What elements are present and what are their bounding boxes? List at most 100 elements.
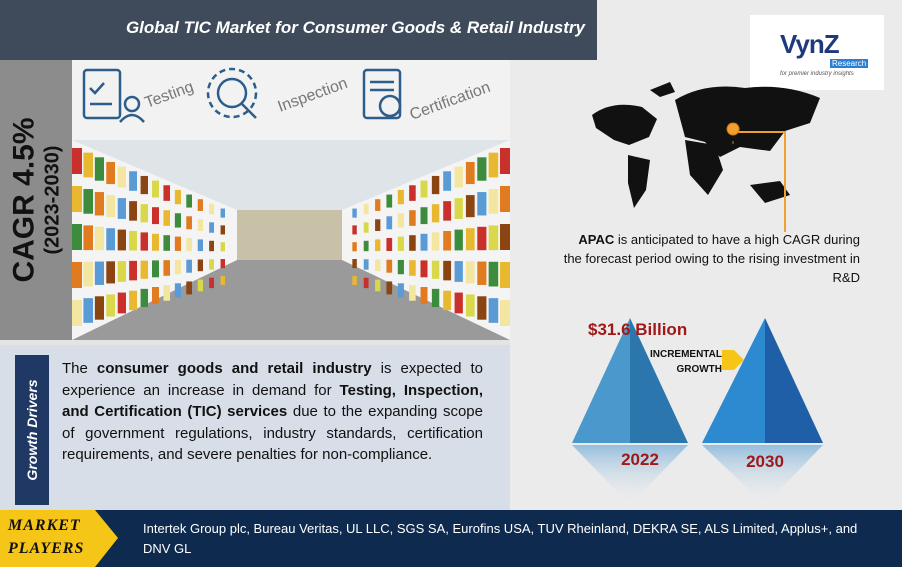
- product: [397, 283, 404, 298]
- product: [209, 259, 214, 270]
- product: [443, 201, 452, 221]
- product: [220, 225, 225, 235]
- product: [375, 279, 381, 292]
- floor: [72, 245, 510, 340]
- product: [129, 290, 137, 311]
- product: [152, 287, 159, 304]
- product: [106, 294, 115, 317]
- service-icons: [82, 67, 402, 123]
- product: [209, 277, 214, 289]
- product: [152, 260, 159, 278]
- growth-amount: $31.6 Billion: [588, 320, 688, 339]
- product: [140, 288, 148, 308]
- growth-label: INCREMENTAL GROWTH: [649, 349, 722, 375]
- product: [352, 259, 357, 269]
- text: is anticipated to have a high CAGR durin…: [563, 232, 860, 285]
- product: [129, 201, 137, 221]
- product: [352, 225, 357, 235]
- product: [454, 198, 463, 219]
- product: [197, 199, 203, 211]
- pyramid-2022: [630, 318, 688, 443]
- map-pin: [726, 122, 740, 144]
- product: [443, 231, 452, 251]
- product: [488, 189, 499, 214]
- product: [500, 186, 510, 212]
- product: [488, 298, 499, 323]
- world-map: [592, 82, 820, 208]
- growth-arrow: [722, 350, 744, 370]
- product: [420, 207, 428, 225]
- product: [477, 157, 487, 181]
- product: [94, 192, 104, 216]
- product: [152, 207, 159, 225]
- product: [152, 233, 159, 251]
- product: [420, 180, 428, 198]
- product: [83, 152, 93, 178]
- product: [117, 166, 126, 188]
- product: [397, 236, 404, 251]
- product: [83, 189, 93, 214]
- product: [431, 232, 440, 251]
- product: [431, 204, 440, 223]
- product: [431, 175, 440, 195]
- product: [386, 216, 393, 230]
- logo-brand: VynZ: [780, 29, 840, 59]
- product: [465, 195, 475, 218]
- product: [140, 260, 148, 279]
- product: [209, 222, 214, 233]
- product: [352, 242, 357, 252]
- product: [174, 259, 181, 275]
- product: [454, 166, 463, 188]
- product: [363, 277, 369, 289]
- product: [163, 185, 170, 201]
- product: [140, 204, 148, 223]
- year-end: 2030: [746, 452, 784, 471]
- title: Global TIC Market for Consumer Goods & R…: [125, 18, 585, 37]
- product: [106, 161, 115, 185]
- players-bar: [0, 510, 902, 567]
- product: [500, 262, 510, 288]
- product: [94, 226, 104, 251]
- product: [465, 228, 475, 251]
- right-graphics: [572, 82, 823, 505]
- product: [386, 238, 393, 251]
- product: [72, 262, 82, 288]
- product: [454, 229, 463, 251]
- product: [129, 231, 137, 251]
- services-row: Testing Inspection Certification: [72, 60, 510, 140]
- text-bold: consumer goods and retail industry: [96, 360, 372, 377]
- product: [397, 189, 404, 205]
- product: [220, 242, 225, 252]
- product: [386, 194, 393, 208]
- product: [500, 148, 510, 174]
- product: [363, 222, 369, 233]
- product: [363, 240, 369, 252]
- cagr-period: (2023-2030): [41, 145, 64, 255]
- product: [174, 213, 181, 228]
- text: due to the expanding scope of government…: [62, 403, 488, 463]
- product: [140, 232, 148, 251]
- product: [465, 294, 475, 317]
- product: [431, 260, 440, 279]
- product: [72, 224, 82, 250]
- product: [163, 235, 170, 251]
- product: [220, 208, 225, 218]
- drivers-heading: Growth Drivers: [24, 379, 40, 481]
- product: [83, 225, 93, 251]
- product: [420, 287, 428, 304]
- product: [465, 161, 475, 185]
- players-heading: MARKET PLAYERS: [8, 517, 85, 557]
- back-shelf: [237, 210, 342, 260]
- product: [106, 261, 115, 284]
- drivers-panel: [0, 345, 510, 510]
- product: [152, 180, 159, 198]
- product: [397, 259, 404, 275]
- product: [375, 239, 381, 252]
- product: [220, 275, 225, 285]
- product: [197, 279, 203, 292]
- product: [129, 171, 137, 191]
- product: [477, 192, 487, 216]
- logo-tagline: for premier industry insights: [780, 71, 854, 77]
- logo-sub: Research: [830, 59, 869, 68]
- apac-note: APAC is anticipated to have a high CAGR …: [560, 230, 860, 287]
